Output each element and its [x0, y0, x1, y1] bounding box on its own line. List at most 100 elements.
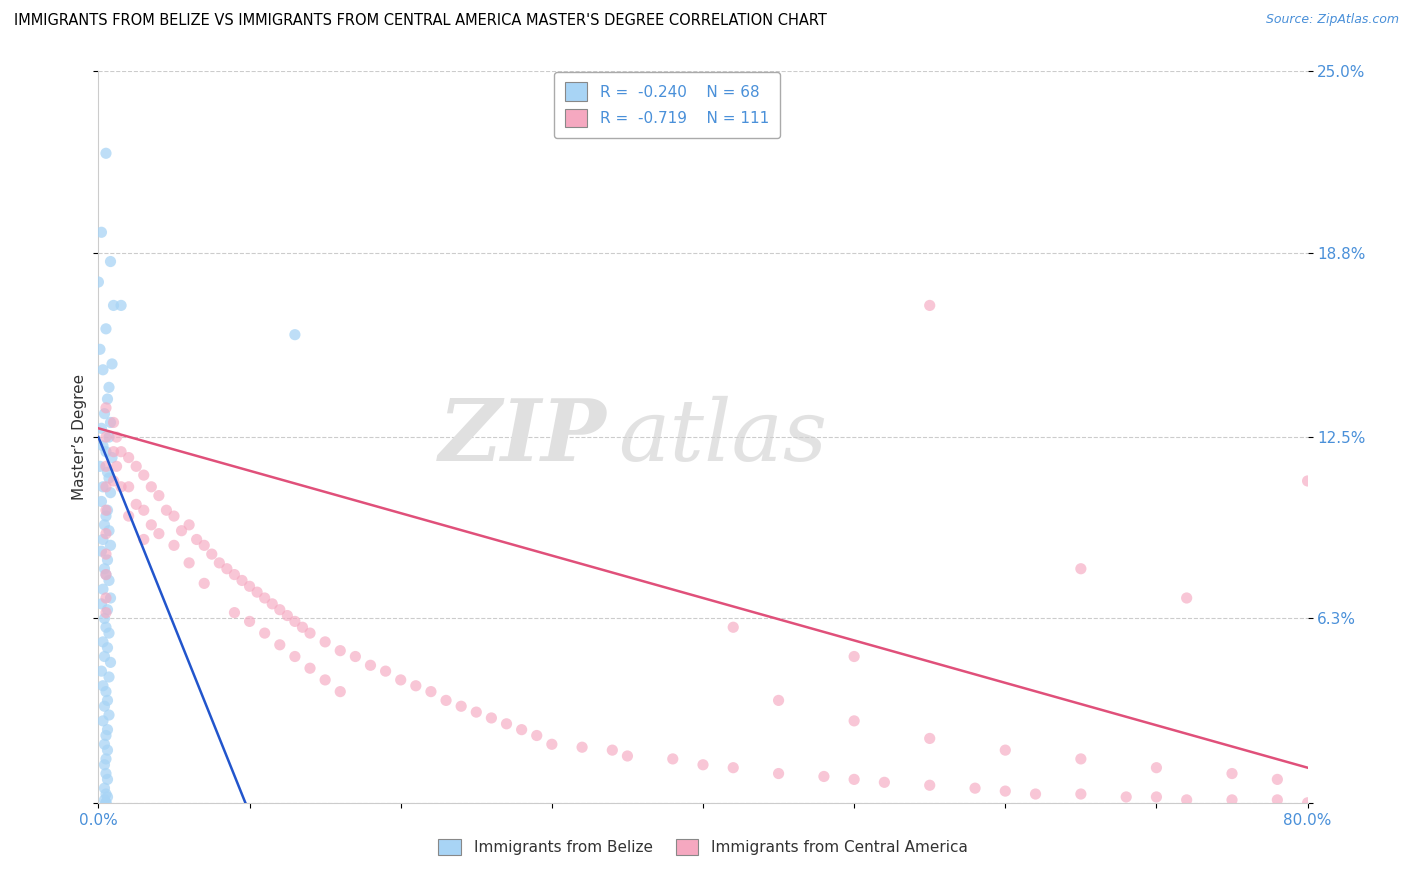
Point: [163, 509, 186, 524]
Point: [96, 772, 118, 787]
Point: [94, 480, 117, 494]
Point: [94, 796, 117, 810]
Point: [90, 597, 112, 611]
Point: [246, 585, 269, 599]
Point: [291, 620, 314, 634]
Point: [602, 743, 624, 757]
Point: [1024, 787, 1046, 801]
Point: [98, 430, 121, 444]
Point: [284, 649, 307, 664]
Point: [96, 723, 118, 737]
Point: [253, 626, 276, 640]
Point: [101, 450, 124, 465]
Point: [94, 796, 117, 810]
Point: [96, 392, 118, 406]
Point: [314, 673, 336, 687]
Point: [723, 761, 745, 775]
Point: [1296, 796, 1319, 810]
Point: [94, 591, 117, 605]
Point: [100, 656, 122, 670]
Point: [94, 401, 117, 415]
Point: [1144, 761, 1167, 775]
Point: [994, 784, 1017, 798]
Point: [179, 517, 201, 532]
Point: [844, 772, 866, 787]
Point: [98, 670, 121, 684]
Point: [434, 693, 457, 707]
Point: [420, 684, 443, 698]
Point: [94, 322, 117, 336]
Point: [91, 439, 114, 453]
Point: [93, 562, 115, 576]
Point: [329, 684, 352, 698]
Point: [405, 679, 427, 693]
Point: [96, 503, 118, 517]
Point: [94, 146, 117, 161]
Text: Source: ZipAtlas.com: Source: ZipAtlas.com: [1265, 13, 1399, 27]
Point: [141, 517, 163, 532]
Point: [96, 789, 118, 804]
Point: [253, 591, 276, 605]
Point: [125, 497, 148, 511]
Point: [118, 480, 141, 494]
Point: [101, 357, 124, 371]
Point: [90, 664, 112, 678]
Point: [90, 225, 112, 239]
Point: [132, 503, 155, 517]
Point: [96, 553, 118, 567]
Point: [170, 524, 193, 538]
Point: [768, 766, 790, 780]
Point: [1267, 772, 1289, 787]
Point: [100, 591, 122, 605]
Point: [94, 766, 117, 780]
Point: [91, 679, 114, 693]
Point: [1267, 793, 1289, 807]
Point: [1220, 766, 1243, 780]
Point: [94, 459, 117, 474]
Point: [284, 615, 307, 629]
Point: [299, 626, 322, 640]
Point: [132, 533, 155, 547]
Point: [94, 444, 117, 458]
Point: [389, 673, 412, 687]
Point: [90, 494, 112, 508]
Point: [93, 649, 115, 664]
Point: [125, 459, 148, 474]
Point: [269, 603, 291, 617]
Point: [98, 380, 121, 394]
Point: [186, 533, 208, 547]
Point: [94, 567, 117, 582]
Point: [179, 556, 201, 570]
Point: [918, 731, 941, 746]
Point: [105, 459, 128, 474]
Point: [91, 363, 114, 377]
Point: [208, 556, 231, 570]
Point: [224, 567, 246, 582]
Point: [284, 327, 307, 342]
Point: [93, 699, 115, 714]
Point: [96, 465, 118, 479]
Point: [571, 740, 593, 755]
Point: [110, 444, 132, 458]
Point: [360, 658, 382, 673]
Point: [96, 693, 118, 707]
Point: [98, 471, 121, 485]
Point: [813, 769, 835, 783]
Point: [465, 705, 488, 719]
Point: [118, 509, 141, 524]
Text: IMMIGRANTS FROM BELIZE VS IMMIGRANTS FROM CENTRAL AMERICA MASTER'S DEGREE CORREL: IMMIGRANTS FROM BELIZE VS IMMIGRANTS FRO…: [14, 13, 827, 29]
Point: [100, 485, 122, 500]
Point: [93, 517, 115, 532]
Point: [91, 480, 114, 494]
Point: [94, 729, 117, 743]
Point: [692, 757, 714, 772]
Point: [110, 480, 132, 494]
Point: [110, 298, 132, 312]
Point: [94, 526, 117, 541]
Point: [844, 649, 866, 664]
Point: [98, 708, 121, 723]
Point: [94, 606, 117, 620]
Point: [1220, 793, 1243, 807]
Point: [1175, 793, 1198, 807]
Point: [89, 459, 111, 474]
